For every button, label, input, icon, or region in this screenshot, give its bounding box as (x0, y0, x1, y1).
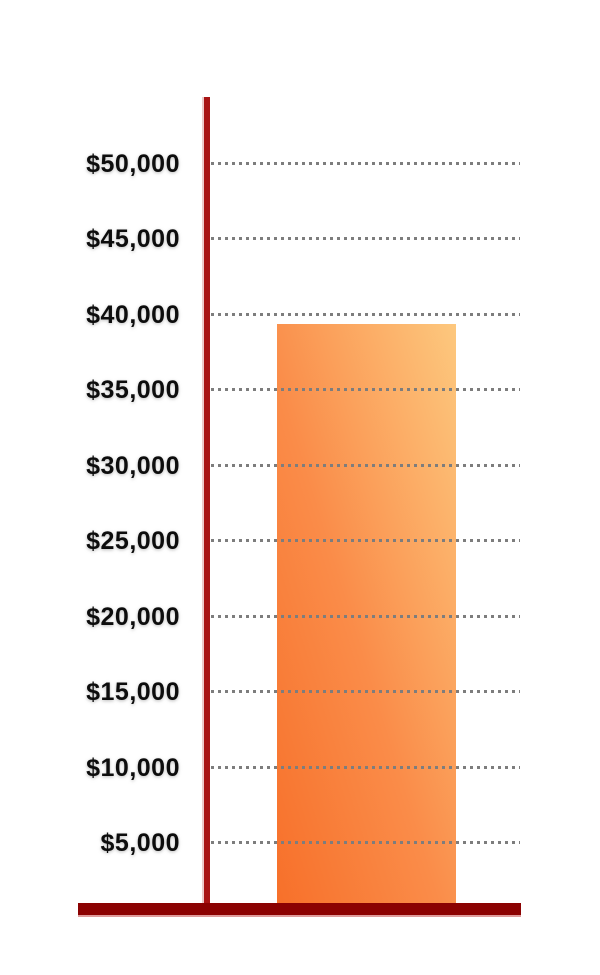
gridline-5000 (211, 841, 520, 844)
gridline-15000 (211, 690, 520, 693)
x-axis-baseline (78, 903, 521, 915)
gridline-50000 (211, 162, 520, 165)
gridline-25000 (211, 539, 520, 542)
y-tick-label-30000: $30,000 (86, 452, 180, 480)
y-tick-label-40000: $40,000 (86, 301, 180, 329)
y-tick-label-50000: $50,000 (86, 150, 180, 178)
y-axis-line (204, 97, 210, 903)
y-tick-label-25000: $25,000 (86, 527, 180, 555)
y-tick-label-35000: $35,000 (86, 376, 180, 404)
gridline-35000 (211, 388, 520, 391)
gridline-40000 (211, 313, 520, 316)
y-tick-label-45000: $45,000 (86, 225, 180, 253)
y-tick-label-15000: $15,000 (86, 678, 180, 706)
chart-bar (277, 324, 456, 903)
y-tick-label-10000: $10,000 (86, 754, 180, 782)
y-tick-label-20000: $20,000 (86, 603, 180, 631)
y-tick-label-5000: $5,000 (100, 829, 180, 857)
gridline-45000 (211, 237, 520, 240)
gridline-20000 (211, 615, 520, 618)
gridline-10000 (211, 766, 520, 769)
gridline-30000 (211, 464, 520, 467)
